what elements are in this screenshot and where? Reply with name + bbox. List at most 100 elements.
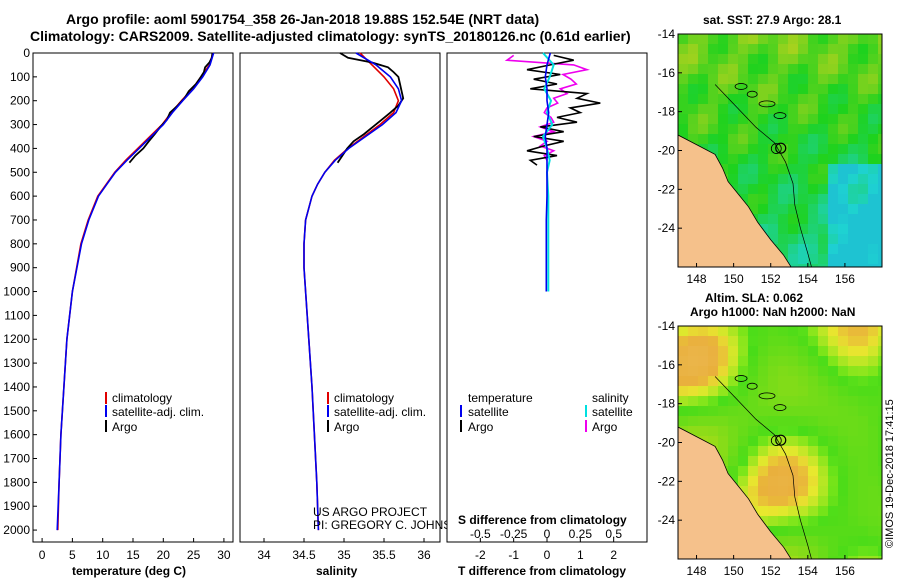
map-cell xyxy=(848,94,859,105)
map-cell xyxy=(838,184,849,195)
map-cell xyxy=(778,234,789,245)
map-cell xyxy=(868,214,879,225)
map-cell xyxy=(788,204,799,215)
map-cell xyxy=(728,154,739,165)
map-cell xyxy=(778,224,789,235)
map-cell xyxy=(858,264,869,267)
map-cell xyxy=(728,84,739,95)
map-cell xyxy=(768,476,779,487)
map-cell xyxy=(838,516,849,527)
map-cell xyxy=(758,144,769,155)
map-cell xyxy=(838,94,849,105)
map-cell xyxy=(838,456,849,467)
map-cell xyxy=(868,94,879,105)
map-cell xyxy=(768,486,779,497)
map-cell xyxy=(868,154,879,165)
map-cell xyxy=(828,244,839,255)
map-cell xyxy=(748,466,759,477)
map-cell xyxy=(848,224,859,235)
map-cell xyxy=(808,264,819,267)
map-cell xyxy=(808,144,819,155)
map-cell xyxy=(858,456,869,467)
map-cell xyxy=(788,546,799,557)
map-cell xyxy=(748,114,759,125)
map-cell xyxy=(828,254,839,265)
map-cell xyxy=(848,74,859,85)
map-cell xyxy=(738,356,749,367)
map-cell xyxy=(798,356,809,367)
map-cell xyxy=(798,426,809,437)
map-cell xyxy=(718,416,729,427)
map-cell xyxy=(878,254,882,265)
map-cell xyxy=(858,44,869,55)
map-cell xyxy=(738,406,749,417)
depth-tick-label: 1400 xyxy=(3,380,30,394)
map-cell xyxy=(858,144,869,155)
map-cell xyxy=(708,54,719,65)
map-cell xyxy=(868,34,879,45)
map-cell xyxy=(768,386,779,397)
map-cell xyxy=(698,64,709,75)
map-cell xyxy=(788,426,799,437)
map-cell xyxy=(878,84,882,95)
map-cell xyxy=(788,124,799,135)
map-cell xyxy=(788,466,799,477)
map-cell xyxy=(878,336,882,347)
map-cell xyxy=(828,44,839,55)
map-cell xyxy=(848,556,859,559)
map-cell xyxy=(818,204,829,215)
map-cell xyxy=(788,244,799,255)
map-cell xyxy=(858,536,869,547)
map-cell xyxy=(788,164,799,175)
map-cell xyxy=(758,416,769,427)
map-cell xyxy=(748,326,759,337)
map-cell xyxy=(718,64,729,75)
depth-tick-label: 400 xyxy=(10,141,30,155)
map-cell xyxy=(788,496,799,507)
map-cell xyxy=(688,406,699,417)
map-cell xyxy=(768,526,779,537)
map-cell xyxy=(878,326,882,337)
map-cell xyxy=(858,234,869,245)
map-cell xyxy=(828,496,839,507)
map-cell xyxy=(878,184,882,195)
salinity-x-tick-label: 35 xyxy=(337,548,351,562)
map-cell xyxy=(768,426,779,437)
salinity-x-tick-label: 36 xyxy=(417,548,431,562)
map-cell xyxy=(878,516,882,527)
depth-tick-label: 300 xyxy=(10,118,30,132)
map-cell xyxy=(878,496,882,507)
map-cell xyxy=(758,44,769,55)
map-cell xyxy=(688,134,699,145)
map-cell xyxy=(838,426,849,437)
map-cell xyxy=(768,224,779,235)
map-cell xyxy=(868,326,879,337)
map-cell xyxy=(828,516,839,527)
map-cell xyxy=(838,174,849,185)
map-cell xyxy=(858,426,869,437)
map-cell xyxy=(818,134,829,145)
map-cell xyxy=(768,84,779,95)
map-cell xyxy=(868,124,879,135)
map-cell xyxy=(848,516,859,527)
map-cell xyxy=(768,416,779,427)
map-cell xyxy=(858,366,869,377)
map-cell xyxy=(748,104,759,115)
map-cell xyxy=(708,84,719,95)
map-cell xyxy=(758,164,769,175)
map-cell xyxy=(828,326,839,337)
map-cell xyxy=(808,356,819,367)
map-cell xyxy=(778,144,789,155)
legend-satellite-label: satellite-adj. clim. xyxy=(334,405,426,419)
map-cell xyxy=(788,356,799,367)
map-cell xyxy=(748,376,759,387)
map-cell xyxy=(748,194,759,205)
map-cell xyxy=(828,416,839,427)
map-cell xyxy=(828,164,839,175)
map-cell xyxy=(828,124,839,135)
map-cell xyxy=(878,406,882,417)
map-cell xyxy=(768,406,779,417)
map-cell xyxy=(818,406,829,417)
map-cell xyxy=(788,234,799,245)
map-cell xyxy=(798,536,809,547)
